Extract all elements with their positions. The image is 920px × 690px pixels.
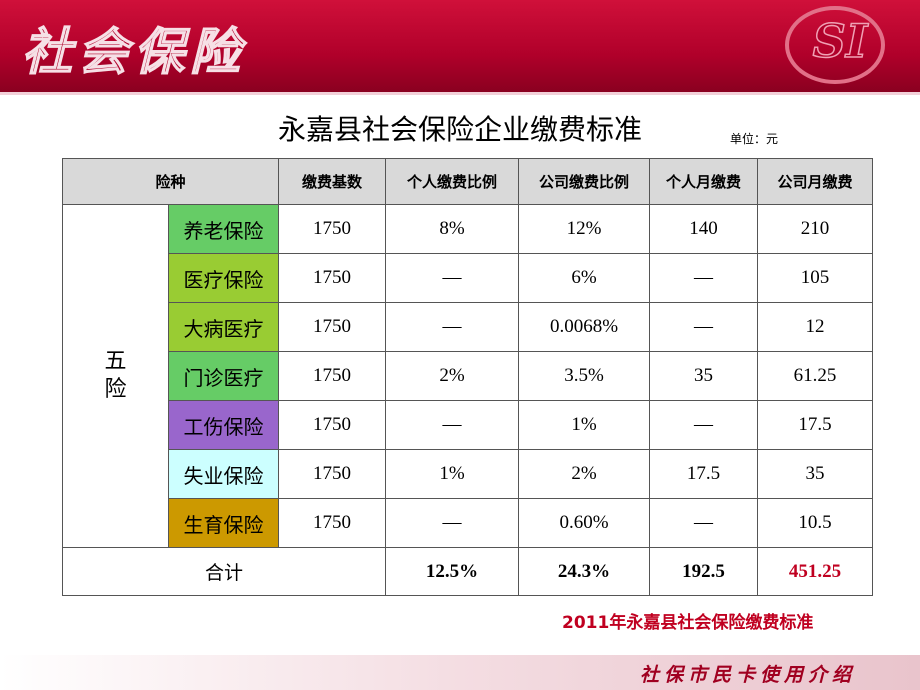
cell: 17.5 [649, 449, 758, 499]
table-row: 生育保险 1750—0.60% —10.5 [63, 498, 873, 548]
header-row: 险种 缴费基数 个人缴费比例 公司缴费比例 个人月缴费 公司月缴费 [62, 158, 873, 205]
cell: 2% [518, 449, 650, 499]
insurance-name: 失业保险 [168, 449, 279, 499]
logo-ring [785, 6, 885, 84]
logo-text: SI [812, 13, 868, 69]
insurance-name: 门诊医疗 [168, 351, 279, 401]
cell: 1% [518, 400, 650, 450]
insurance-name: 养老保险 [168, 204, 279, 254]
column-header: 公司月缴费 [757, 158, 873, 205]
total-cell: 192.5 [649, 547, 758, 596]
table: 险种 缴费基数 个人缴费比例 公司缴费比例 个人月缴费 公司月缴费 五险 养老保险 1750 8%… [62, 158, 873, 596]
column-header: 险种 [62, 158, 279, 205]
column-header: 公司缴费比例 [518, 158, 650, 205]
insurance-name: 生育保险 [168, 498, 279, 548]
cell: 8% [385, 204, 519, 254]
cell: 17.5 [757, 400, 873, 450]
cell: 12% [518, 204, 650, 254]
cell: 210 [757, 204, 873, 254]
cell: 0.0068% [518, 302, 650, 352]
cell: 3.5% [518, 351, 650, 401]
cell: — [649, 302, 758, 352]
cell: 35 [757, 449, 873, 499]
column-header: 个人缴费比例 [385, 158, 519, 205]
footer-text: 社保市民卡使用介绍 [640, 664, 857, 686]
banner-line [0, 92, 920, 95]
cell: — [649, 400, 758, 450]
cell: — [385, 253, 519, 303]
total-row: 合计 12.5% 24.3% 192.5 451.25 [62, 547, 873, 596]
cell: 1750 [278, 302, 386, 352]
footer-bar [0, 655, 920, 690]
insurance-name: 工伤保险 [168, 400, 279, 450]
table-row: 失业保险 1750 1% 2% 17.5 35 [63, 449, 873, 499]
banner [0, 0, 920, 92]
group-cell: 五险 [62, 204, 169, 548]
table-row: 医疗保险 1750—6% —105 [63, 253, 873, 303]
cell: — [649, 253, 758, 303]
title: 永嘉县社会保险企业缴费标准 [277, 113, 642, 146]
total-cell: 12.5% [385, 547, 519, 596]
total-cell: 24.3% [518, 547, 650, 596]
cell: — [385, 400, 519, 450]
table-row: 五险 养老保险 1750 8% 12% 140 210 [62, 204, 873, 548]
caption: 2011年永嘉县社会保险缴费标准 [562, 613, 814, 633]
cell: 0.60% [518, 498, 650, 548]
cell: 1750 [278, 498, 386, 548]
group-label: 五险 [104, 349, 127, 402]
table-row: 工伤保险 1750—1% —17.5 [63, 400, 873, 450]
unit: 单位：元 [730, 132, 779, 146]
cell: 10.5 [757, 498, 873, 548]
cell: 12 [757, 302, 873, 352]
column-header: 缴费基数 [278, 158, 386, 205]
cell: — [385, 302, 519, 352]
cell: 1750 [278, 449, 386, 499]
cell: 1750 [278, 204, 386, 254]
cell: 105 [757, 253, 873, 303]
cell: — [385, 498, 519, 548]
insurance-name: 大病医疗 [168, 302, 279, 352]
insurance-name: 医疗保险 [168, 253, 279, 303]
cell: 6% [518, 253, 650, 303]
cell: 35 [649, 351, 758, 401]
banner-text: 社会保险 [21, 21, 246, 82]
cell: 1750 [278, 351, 386, 401]
table-row: 大病医疗 1750—0.0068% —12 [63, 302, 873, 352]
cell: — [649, 498, 758, 548]
column-header: 个人月缴费 [649, 158, 758, 205]
table-row: 门诊医疗 1750 2% 3.5% 35 61.25 [63, 351, 873, 401]
total-cell: 451.25 [757, 547, 873, 596]
cell: 2% [385, 351, 519, 401]
total-cell: 合计 [62, 547, 386, 596]
cell: 1750 [278, 253, 386, 303]
cell: 1% [385, 449, 519, 499]
cell: 140 [649, 204, 758, 254]
cell: 61.25 [757, 351, 873, 401]
cell: 1750 [278, 400, 386, 450]
